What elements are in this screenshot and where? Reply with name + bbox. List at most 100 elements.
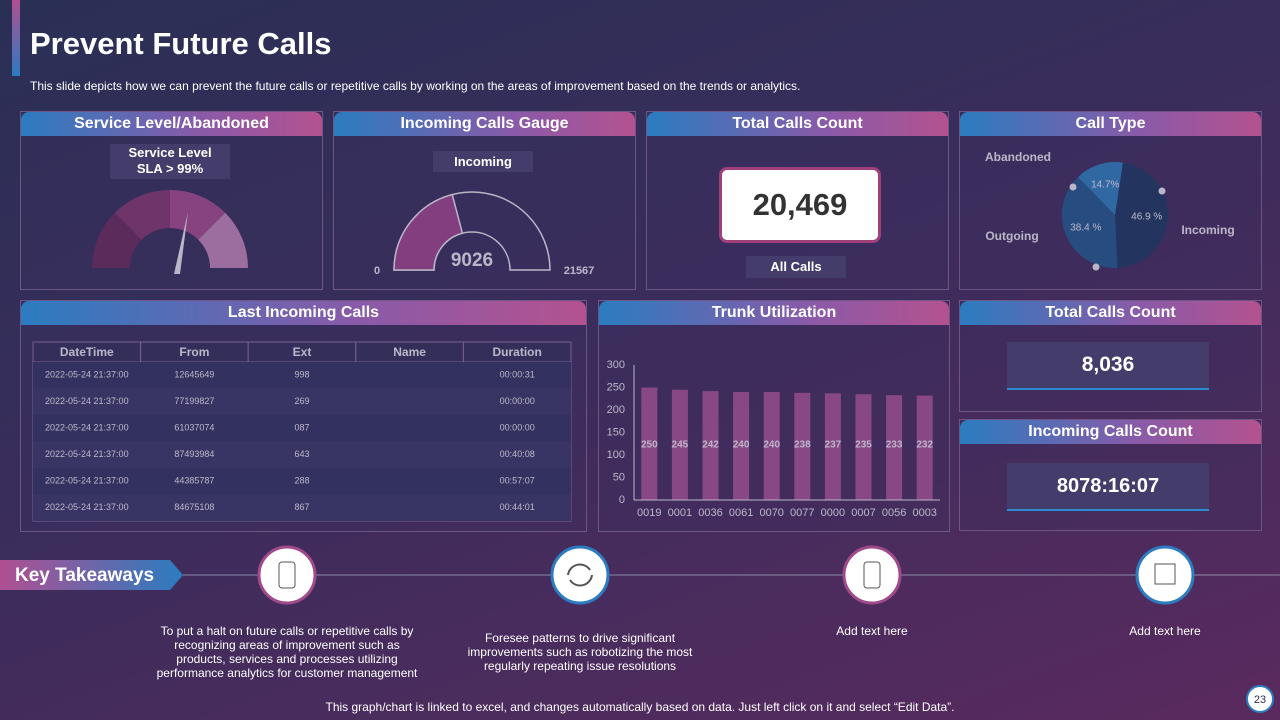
- bar: [702, 391, 719, 500]
- panel-title: Call Type: [960, 112, 1261, 136]
- pie-category: Outgoing: [985, 229, 1038, 243]
- takeaway-text: Add text here: [836, 624, 908, 638]
- table-row: [33, 441, 571, 468]
- sla-label: Service Level: [128, 145, 212, 160]
- table-cell: 867: [294, 502, 309, 512]
- panel-title: Incoming Calls Count: [960, 420, 1261, 444]
- table-cell: 00:00:31: [500, 370, 535, 380]
- x-tick-label: 0007: [851, 507, 875, 519]
- page-number: 23: [1254, 694, 1266, 706]
- panel-title: Total Calls Count: [647, 112, 948, 136]
- table-row: [33, 388, 571, 415]
- total-calls-value: 20,469: [719, 167, 881, 243]
- pie-category: Abandoned: [985, 150, 1051, 164]
- x-tick-label: 0001: [668, 507, 692, 519]
- table-cell: 643: [294, 449, 309, 459]
- icon: [1135, 545, 1195, 605]
- pie-slice: [1077, 162, 1123, 215]
- bar-value-label: 232: [916, 440, 933, 451]
- page-badge: [1246, 685, 1274, 713]
- takeaway-text: To put a halt on future calls or repetit…: [156, 624, 418, 680]
- x-tick-label: 0019: [637, 507, 661, 519]
- table-cell: 087: [294, 423, 309, 433]
- pie-dot: [1158, 187, 1166, 195]
- table-cell: 00:00:00: [500, 396, 535, 406]
- accent-bar: [12, 0, 20, 76]
- takeaway-text: Add text here: [1129, 624, 1201, 638]
- table-header: DateTime: [60, 345, 114, 359]
- sla-sublabel: SLA > 99%: [136, 161, 204, 176]
- total-calls-2-value: 8,036: [1007, 342, 1209, 390]
- bar: [824, 393, 841, 500]
- y-tick-label: 250: [607, 381, 625, 393]
- gauge-value: 9026: [451, 250, 493, 271]
- table-cell: 2022-05-24 21:37:00: [45, 423, 129, 433]
- bar-value-label: 245: [672, 440, 689, 451]
- bar-value-label: 240: [733, 440, 750, 451]
- gauge-fill: [393, 193, 464, 271]
- panel-title: Incoming Calls Gauge: [334, 112, 635, 136]
- panel: Service Level/Abandoned: [20, 111, 323, 290]
- icon-glyph: [1154, 563, 1176, 585]
- incoming-count-value: 8078:16:07: [1007, 463, 1209, 511]
- table-header: Ext: [293, 345, 312, 359]
- bar-value-label: 240: [763, 440, 780, 451]
- icon: [257, 545, 317, 605]
- table-cell: 00:40:08: [500, 449, 535, 459]
- table-row: [33, 468, 571, 495]
- table-cell: 998: [294, 370, 309, 380]
- pie-value-label: 14.7%: [1091, 179, 1119, 190]
- table-cell: 2022-05-24 21:37:00: [45, 449, 129, 459]
- bar: [794, 392, 811, 500]
- icons: [257, 545, 1195, 605]
- x-tick-label: 0000: [821, 507, 845, 519]
- table-header: Duration: [493, 345, 542, 359]
- table-cell: 84675108: [174, 502, 214, 512]
- icon-glyph: [278, 561, 296, 589]
- panel-title: Total Calls Count: [960, 301, 1261, 325]
- table-cell: 12645649: [174, 370, 214, 380]
- x-tick-label: 0061: [729, 507, 753, 519]
- x-tick-label: 0070: [759, 507, 783, 519]
- table-header: Name: [393, 345, 426, 359]
- takeaway-text: Foresee patterns to drive significant im…: [467, 631, 693, 673]
- bar-value-label: 250: [641, 440, 658, 451]
- panel-title: Trunk Utilization: [599, 301, 949, 325]
- title: Prevent Future Calls: [30, 26, 332, 61]
- x-tick-label: 0003: [912, 507, 936, 519]
- icon-glyph: [863, 561, 881, 589]
- gauge-segment: [114, 189, 170, 240]
- icon: [842, 545, 902, 605]
- bar-value-label: 242: [702, 440, 719, 451]
- x-tick-label: 0036: [698, 507, 722, 519]
- bar: [763, 392, 780, 500]
- table-row: [33, 415, 571, 442]
- table-cell: 288: [294, 476, 309, 486]
- bar: [916, 395, 933, 500]
- table-cell: 77199827: [174, 396, 214, 406]
- bar-value-label: 233: [886, 440, 903, 451]
- pie-category: Incoming: [1181, 223, 1234, 237]
- gauge-label: Incoming: [433, 151, 533, 172]
- all-calls-label: All Calls: [746, 256, 846, 278]
- sla-box: Service Level SLA > 99%: [110, 144, 230, 179]
- service-gauge: [91, 189, 249, 274]
- pie-dot: [1092, 263, 1100, 271]
- icon-glyph: [567, 563, 593, 587]
- y-tick-label: 100: [607, 449, 625, 461]
- gauge-segment: [198, 212, 249, 268]
- bar: [855, 394, 872, 500]
- panel-title: Service Level/Abandoned: [21, 112, 322, 136]
- table-cell: 2022-05-24 21:37:00: [45, 476, 129, 486]
- gauge-min: 0: [374, 265, 380, 277]
- table-cell: 2022-05-24 21:37:00: [45, 396, 129, 406]
- table-row: [33, 494, 571, 521]
- panel-title: Last Incoming Calls: [21, 301, 586, 325]
- icon: [550, 545, 610, 605]
- bar: [641, 387, 658, 500]
- takeaways-title: Key Takeaways: [15, 565, 155, 586]
- table-cell: 61037074: [174, 423, 214, 433]
- gauge-needle: [174, 212, 188, 274]
- x-tick-label: 0077: [790, 507, 814, 519]
- table-cell: 269: [294, 396, 309, 406]
